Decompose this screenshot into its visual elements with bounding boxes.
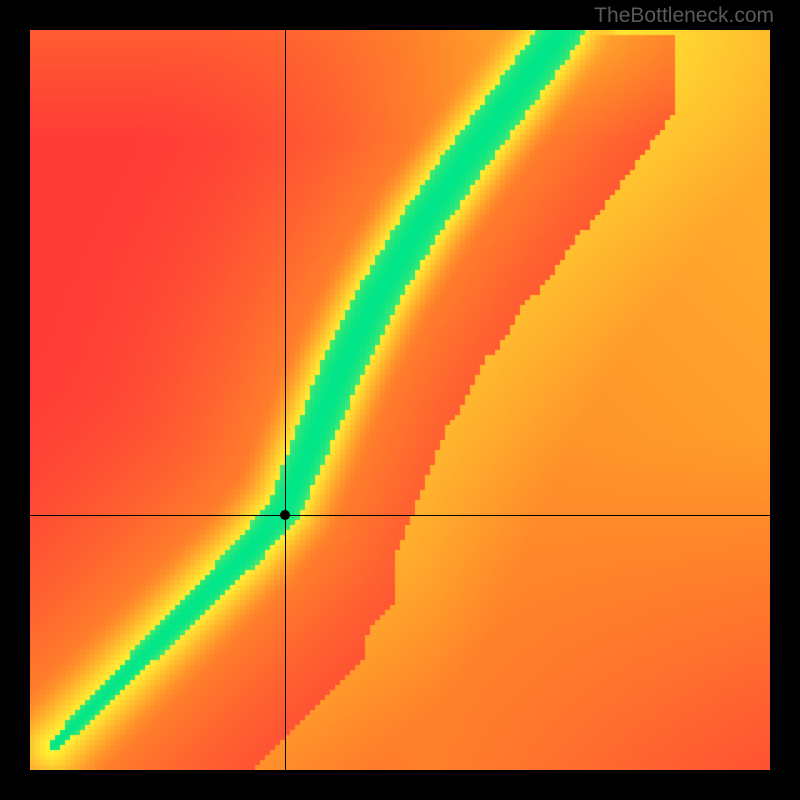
marker-point (280, 510, 290, 520)
heatmap-plot (30, 30, 770, 770)
crosshair-horizontal (30, 515, 770, 516)
crosshair-vertical (285, 30, 286, 770)
heatmap-canvas (30, 30, 770, 770)
watermark-text: TheBottleneck.com (594, 4, 774, 28)
